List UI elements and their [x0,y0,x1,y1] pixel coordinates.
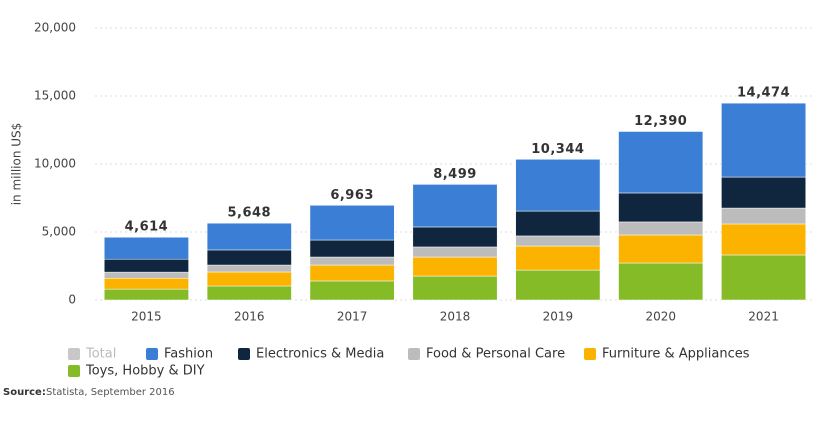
legend-label[interactable]: Furniture & Appliances [602,347,750,362]
legend-label[interactable]: Total [85,347,116,362]
x-tick-label: 2018 [440,310,471,324]
total-label: 14,474 [737,86,790,101]
bar-segment [412,246,498,258]
x-tick-label: 2016 [234,310,265,324]
bar-segment [721,207,806,225]
bar-segment [412,226,498,248]
bar-segment [515,269,601,301]
bar-segment [104,258,189,273]
bar-segment [618,262,704,301]
total-label: 10,344 [531,142,584,157]
bar-segment [618,234,704,264]
legend-label[interactable]: Food & Personal Care [426,347,565,362]
bar-segment [104,288,189,301]
bar-segment [206,222,292,251]
bar-segment [104,236,189,260]
total-label: 6,963 [330,188,374,203]
y-tick-label: 0 [68,293,76,307]
legend-swatch[interactable] [68,365,80,377]
bar-segment [309,239,395,258]
y-tick-label: 10,000 [34,157,76,171]
y-tick-label: 15,000 [34,89,76,103]
legend-swatch[interactable] [584,348,596,360]
x-tick-label: 2019 [543,310,574,324]
bar-segment [618,221,704,236]
legend-label[interactable]: Fashion [164,347,213,362]
total-label: 12,390 [634,114,687,129]
bar-segment [412,256,498,277]
bar-segment [412,184,498,228]
x-tick-label: 2015 [131,310,162,324]
y-axis-label: in million US$ [10,123,24,206]
bar-segment [515,245,601,271]
bar-segment [309,280,395,301]
legend-swatch[interactable] [408,348,420,360]
bar-segment [721,223,806,256]
y-tick-label: 20,000 [34,21,76,35]
total-label: 8,499 [433,167,477,182]
bar-segment [515,159,601,212]
legend-label[interactable]: Electronics & Media [256,347,384,362]
legend-swatch[interactable] [68,348,80,360]
bar-segment [515,235,601,247]
bar-segment [104,271,189,279]
x-tick-label: 2021 [748,310,779,324]
bar-segment [412,275,498,301]
bar-segment [309,264,395,282]
x-tick-label: 2020 [645,310,676,324]
bar-segment [721,176,806,209]
legend-label[interactable]: Toys, Hobby & DIY [85,364,205,379]
total-label: 4,614 [125,220,169,235]
bar-segment [206,271,292,287]
bar-segment [721,102,806,178]
bar-segment [206,264,292,273]
source-label: Source: [3,387,46,398]
x-tick-label: 2017 [337,310,368,324]
bar-segment [309,256,395,266]
bar-segment [618,131,704,194]
bar-segment [515,210,601,237]
bar-segment [104,277,189,290]
legend-swatch[interactable] [238,348,250,360]
bar-segment [206,249,292,266]
bar-segment [309,205,395,241]
y-tick-label: 5,000 [42,225,76,239]
legend-swatch[interactable] [146,348,158,360]
bar-segment [721,254,806,301]
total-label: 5,648 [227,206,271,221]
bar-segment [618,192,704,223]
bar-segment [206,285,292,301]
source: Statista, September 2016 [46,387,175,398]
